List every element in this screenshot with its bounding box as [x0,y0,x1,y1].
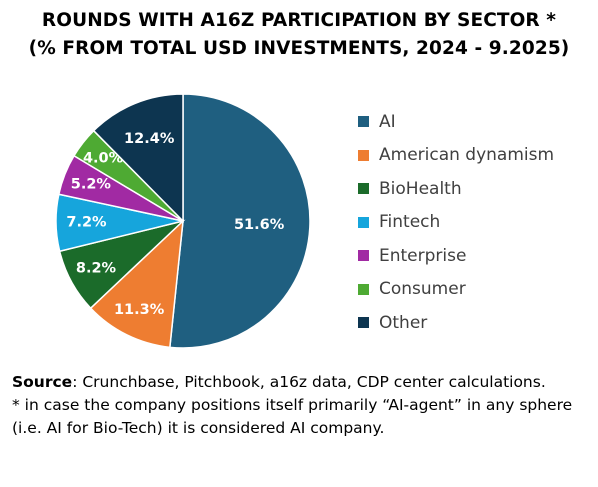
legend-item-consumer: Consumer [358,273,554,307]
legend-swatch [358,116,369,128]
source-block: Source: Crunchbase, Pitchbook, a16z data… [12,371,592,440]
data-label-ai: 51.6% [234,217,285,233]
legend-swatch [358,283,369,295]
data-label-other: 12.4% [124,131,175,147]
legend-label: BioHealth [379,178,462,199]
data-label-american-dynamism: 11.3% [114,302,165,318]
legend-swatch [358,317,369,329]
chart-subtitle: (% FROM TOTAL USD INVESTMENTS, 2024 - 9.… [28,38,570,59]
pie-slice-ai [169,93,311,349]
legend-swatch [358,183,369,195]
footnote: * in case the company positions itself p… [12,396,573,437]
chart-title: ROUNDS WITH A16Z PARTICIPATION BY SECTOR… [41,10,557,31]
legend-item-ai: AI [358,105,554,139]
legend-item-american-dynamism: American dynamism [358,139,554,173]
legend-label: Other [379,312,428,333]
source-key: Source [12,373,73,391]
legend-swatch [358,250,369,262]
data-label-biohealth: 8.2% [76,260,117,276]
legend: AI American dynamism BioHealth Fintech Enter… [358,105,554,340]
data-label-fintech: 7.2% [66,214,107,230]
legend-label: Enterprise [379,245,467,266]
legend-item-biohealth: BioHealth [358,172,554,206]
legend-label: AI [379,111,396,132]
data-label-enterprise: 5.2% [71,177,112,193]
pie-slice-other [92,93,184,223]
legend-swatch [358,149,369,161]
legend-swatch [358,216,369,228]
legend-item-enterprise: Enterprise [358,239,554,273]
source-text: : Crunchbase, Pitchbook, a16z data, CDP … [72,373,546,391]
legend-label: American dynamism [379,145,555,166]
pie-slice-american-dynamism [89,219,184,349]
legend-item-fintech: Fintech [358,206,554,240]
legend-label: Fintech [379,212,441,233]
data-label-consumer: 4.0% [83,150,124,166]
legend-item-other: Other [358,306,554,340]
legend-label: Consumer [379,279,466,300]
